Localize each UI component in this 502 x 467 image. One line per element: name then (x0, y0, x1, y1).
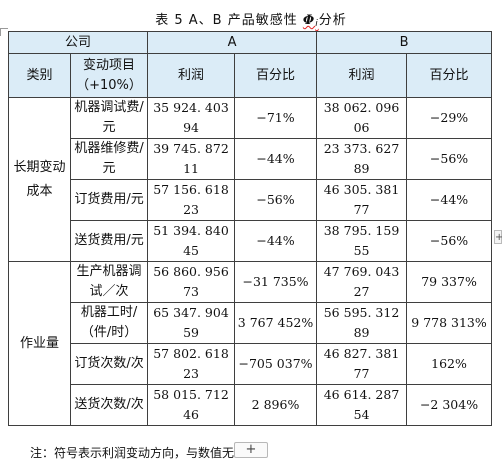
item-cell[interactable]: 机器工时/（件/时） (69, 302, 149, 344)
item-cell[interactable]: 送货次数/次 (69, 384, 149, 426)
item-cell[interactable]: 送货费用/元 (69, 220, 149, 262)
add-column-handle[interactable]: + (494, 230, 502, 244)
b-percent-cell[interactable]: 9 778 313% (406, 302, 493, 344)
b-profit-cell[interactable]: 46 305. 381 77 (316, 179, 408, 221)
b-profit-cell[interactable]: 46 614. 287 54 (316, 384, 408, 426)
item-cell[interactable]: 机器调试费/元 (69, 97, 149, 139)
b-profit-cell[interactable]: 47 769. 043 27 (316, 261, 408, 303)
a-percent-cell[interactable]: −56% (234, 179, 318, 221)
b-profit-cell[interactable]: 38 795. 159 55 (316, 220, 408, 262)
a-percent-cell[interactable]: −44% (234, 220, 318, 262)
table-caption: 表 5 A、B 产品敏感性 Φi分析 (0, 9, 502, 29)
header-item[interactable]: 变动项目（+10%） (69, 53, 149, 98)
a-percent-cell[interactable]: −44% (234, 138, 318, 180)
category-long-term-cost[interactable]: 长期变动成本 (8, 97, 71, 262)
a-percent-cell[interactable]: 2 896% (234, 384, 318, 426)
a-profit-cell[interactable]: 57 802. 618 23 (147, 343, 236, 385)
item-cell[interactable]: 订货费用/元 (69, 179, 149, 221)
b-percent-cell[interactable]: −2 304% (406, 384, 493, 426)
a-percent-cell[interactable]: −71% (234, 97, 318, 139)
header-a-percent[interactable]: 百分比 (234, 53, 318, 98)
table-footnote: 注：符号表示利润变动方向，与数值无 (30, 446, 235, 460)
header-row-company: 公司 A B (7, 31, 493, 54)
header-category[interactable]: 类别 (8, 53, 71, 98)
item-cell[interactable]: 机器维修费/元 (69, 138, 149, 180)
a-profit-cell[interactable]: 39 745. 872 11 (147, 138, 236, 180)
table-row: 作业量 生产机器调试／次 56 860. 956 73 −31 735% 47 … (8, 261, 493, 426)
category-activity-volume[interactable]: 作业量 (8, 261, 71, 426)
a-profit-cell[interactable]: 57 156. 618 23 (147, 179, 236, 221)
table-row: 送货次数/次 58 015. 712 46 2 896% 46 614. 287… (9, 384, 493, 426)
item-cell[interactable]: 订货次数/次 (69, 343, 149, 385)
header-a-profit[interactable]: 利润 (147, 53, 236, 98)
b-percent-cell[interactable]: −56% (406, 138, 493, 180)
header-company-a[interactable]: A (147, 31, 318, 54)
b-percent-cell[interactable]: 162% (406, 343, 493, 385)
caption-subscript: i (315, 19, 319, 29)
header-company[interactable]: 公司 (7, 31, 149, 54)
caption-prefix: 表 5 A、B 产品敏感性 (155, 13, 303, 28)
table-row: 机器维修费/元 39 745. 872 11 −44% 23 373. 627 … (9, 138, 493, 180)
b-percent-cell[interactable]: −56% (406, 220, 493, 262)
b-percent-cell[interactable]: 79 337% (406, 261, 493, 303)
a-percent-cell[interactable]: 3 767 452% (234, 302, 318, 344)
b-profit-cell[interactable]: 46 827. 381 77 (316, 343, 408, 385)
b-profit-cell[interactable]: 56 595. 312 89 (316, 302, 408, 344)
b-percent-cell[interactable]: −29% (406, 97, 493, 139)
add-row-button[interactable]: + (234, 442, 268, 458)
table-corner-marker (0, 28, 8, 36)
table-row: 送货费用/元 51 394. 840 45 −44% 38 795. 159 5… (9, 220, 493, 262)
table-row: 长期变动成本 机器调试费/元 35 924. 403 94 −71% 38 06… (8, 97, 493, 262)
b-profit-cell[interactable]: 38 062. 096 06 (316, 97, 408, 139)
header-company-b[interactable]: B (316, 31, 493, 54)
b-profit-cell[interactable]: 23 373. 627 89 (316, 138, 408, 180)
caption-symbol: Φ (302, 13, 316, 28)
header-b-profit[interactable]: 利润 (316, 53, 408, 98)
a-profit-cell[interactable]: 35 924. 403 94 (147, 97, 236, 139)
item-cell[interactable]: 生产机器调试／次 (69, 261, 149, 303)
a-profit-cell[interactable]: 65 347. 904 59 (147, 302, 236, 344)
a-profit-cell[interactable]: 56 860. 956 73 (147, 261, 236, 303)
b-percent-cell[interactable]: −44% (406, 179, 493, 221)
header-row-columns: 类别 变动项目（+10%） 利润 百分比 利润 百分比 (8, 53, 493, 98)
a-percent-cell[interactable]: −31 735% (234, 261, 318, 303)
a-profit-cell[interactable]: 58 015. 712 46 (147, 384, 236, 426)
a-profit-cell[interactable]: 51 394. 840 45 (147, 220, 236, 262)
header-b-percent[interactable]: 百分比 (406, 53, 493, 98)
a-percent-cell[interactable]: −705 037% (234, 343, 318, 385)
sensitivity-table: 公司 A B 类别 变动项目（+10%） 利润 百分比 利润 百分比 长期变动成… (7, 31, 493, 426)
table-row: 订货费用/元 57 156. 618 23 −56% 46 305. 381 7… (9, 179, 493, 221)
caption-suffix: 分析 (318, 13, 347, 28)
table-row: 订货次数/次 57 802. 618 23 −705 037% 46 827. … (9, 343, 493, 385)
table-row: 机器工时/（件/时） 65 347. 904 59 3 767 452% 56 … (9, 302, 493, 344)
